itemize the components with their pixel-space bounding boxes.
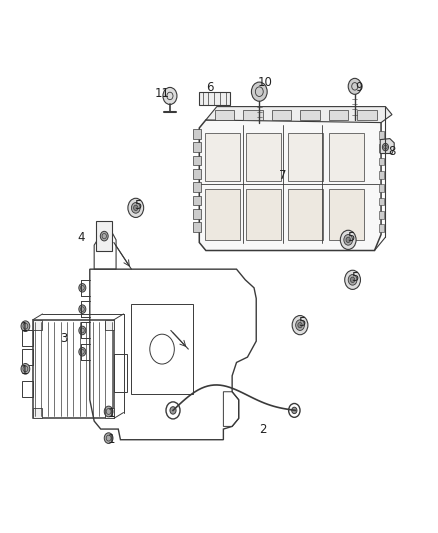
Bar [379, 158, 384, 165]
Circle shape [100, 231, 108, 241]
Bar [33, 320, 42, 330]
Polygon shape [199, 120, 381, 251]
Text: 1: 1 [108, 433, 116, 446]
Bar [105, 408, 114, 418]
Circle shape [298, 322, 302, 328]
Circle shape [128, 198, 144, 217]
Bar [288, 189, 323, 240]
Circle shape [340, 230, 356, 249]
Circle shape [134, 205, 138, 211]
Text: 1: 1 [20, 321, 28, 334]
Circle shape [79, 326, 86, 335]
Circle shape [292, 316, 308, 335]
Bar [379, 198, 384, 205]
Text: 9: 9 [355, 82, 363, 94]
Bar [357, 110, 377, 120]
Bar [193, 196, 201, 205]
Circle shape [131, 203, 140, 213]
Bar [246, 189, 281, 240]
Bar [215, 110, 234, 120]
Bar [243, 110, 263, 120]
Circle shape [350, 277, 355, 282]
Circle shape [163, 87, 177, 104]
Bar [329, 133, 364, 181]
Circle shape [346, 237, 350, 243]
Circle shape [292, 407, 297, 414]
Circle shape [104, 433, 113, 443]
Bar [379, 184, 384, 192]
Bar [329, 189, 364, 240]
Bar [379, 171, 384, 179]
Text: 4: 4 [77, 231, 85, 244]
Text: 5: 5 [347, 231, 354, 244]
Circle shape [21, 321, 30, 332]
Bar [246, 133, 281, 181]
Polygon shape [206, 107, 392, 123]
Bar [22, 381, 33, 397]
Circle shape [289, 403, 300, 417]
Bar [193, 182, 201, 192]
Circle shape [79, 284, 86, 292]
Circle shape [251, 82, 267, 101]
Bar [33, 408, 42, 418]
Circle shape [79, 348, 86, 356]
Circle shape [104, 406, 113, 417]
Bar [193, 142, 201, 152]
Bar [193, 156, 201, 165]
Bar [205, 133, 240, 181]
Circle shape [344, 235, 353, 245]
Text: 1: 1 [108, 407, 116, 419]
Bar [205, 189, 240, 240]
Bar [193, 169, 201, 179]
Circle shape [166, 402, 180, 419]
Bar [96, 221, 112, 251]
Text: 1: 1 [20, 364, 28, 377]
Text: 8: 8 [389, 146, 396, 158]
Bar [22, 349, 33, 365]
Text: 5: 5 [134, 199, 141, 212]
Circle shape [21, 364, 30, 374]
Bar [33, 320, 114, 418]
Bar [114, 354, 127, 392]
Bar [288, 133, 323, 181]
Bar [193, 129, 201, 139]
Circle shape [79, 305, 86, 313]
Text: 5: 5 [299, 316, 306, 329]
Text: 11: 11 [155, 87, 170, 100]
Bar [272, 110, 291, 120]
Bar [379, 131, 384, 139]
Bar [379, 144, 384, 152]
Circle shape [345, 270, 360, 289]
Bar [193, 222, 201, 232]
Text: 6: 6 [206, 82, 214, 94]
Bar [193, 209, 201, 219]
Bar [300, 110, 320, 120]
Bar [105, 320, 114, 330]
Bar [131, 304, 193, 394]
Bar [328, 110, 348, 120]
Circle shape [348, 274, 357, 285]
Circle shape [170, 407, 176, 414]
Polygon shape [380, 139, 394, 154]
Bar [199, 92, 230, 105]
Text: 2: 2 [259, 423, 267, 435]
Circle shape [296, 320, 304, 330]
Text: 5: 5 [351, 271, 358, 284]
Bar [379, 224, 384, 232]
Circle shape [348, 78, 361, 94]
Bar [379, 211, 384, 219]
Text: 7: 7 [279, 169, 286, 182]
Text: 10: 10 [258, 76, 272, 89]
Circle shape [382, 143, 389, 151]
Bar [22, 330, 33, 346]
Text: 3: 3 [60, 332, 67, 345]
